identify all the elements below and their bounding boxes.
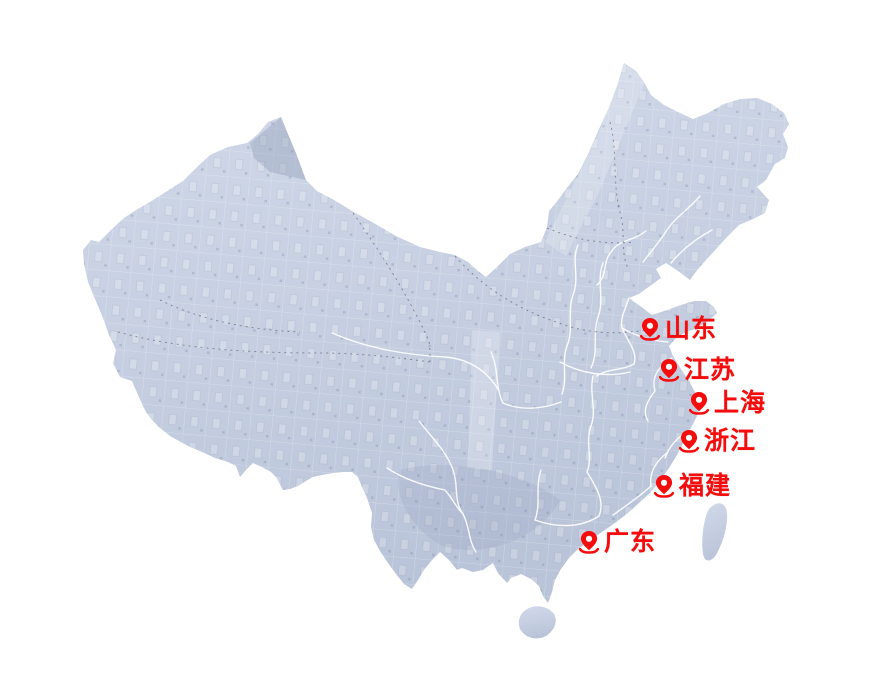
- marker-label: 上海: [714, 389, 767, 417]
- dashed-borders: [117, 121, 648, 363]
- marker-label: 江苏: [684, 356, 737, 384]
- marker-zhejiang[interactable]: 浙江: [678, 429, 756, 454]
- taiwan-island: [702, 503, 728, 561]
- marker-shanghai[interactable]: 上海: [688, 391, 766, 416]
- location-pin-icon: [653, 475, 675, 498]
- marker-fujian[interactable]: 福建: [653, 474, 731, 499]
- marker-label: 福建: [679, 472, 732, 500]
- marker-jiangsu[interactable]: 江苏: [658, 358, 736, 383]
- marker-shandong[interactable]: 山东: [639, 317, 717, 342]
- marker-label: 山东: [665, 315, 718, 343]
- region-shading: [250, 64, 646, 550]
- location-pin-icon: [678, 430, 700, 453]
- location-pin-icon: [688, 392, 710, 415]
- location-pin-icon: [639, 318, 661, 341]
- location-pin-icon: [578, 531, 600, 554]
- marker-guangdong[interactable]: 广东: [578, 530, 656, 555]
- marker-label: 广东: [604, 528, 657, 556]
- hainan-island: [518, 606, 556, 639]
- marker-label: 浙江: [704, 427, 757, 455]
- location-pin-icon: [658, 359, 680, 382]
